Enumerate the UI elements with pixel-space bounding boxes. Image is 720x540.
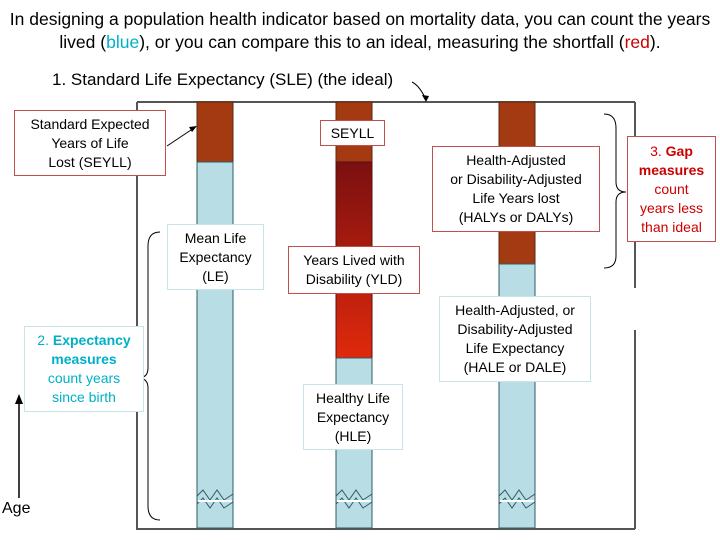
hale-box: Health-Adjusted, or Disability-Adjusted … bbox=[439, 296, 591, 382]
yld-line-2: Disability (YLD) bbox=[305, 271, 403, 287]
hale-line-3: Life Expectancy bbox=[465, 340, 565, 356]
expectancy-line-2: since birth bbox=[52, 389, 116, 405]
gap-number: 3. bbox=[650, 142, 666, 159]
hle-line-1: Healthy Life bbox=[316, 389, 390, 406]
seyll-short-box: SEYLL bbox=[320, 120, 385, 146]
halys-label-box: Health-Adjusted or Disability-Adjusted L… bbox=[432, 146, 600, 232]
gap-brace bbox=[603, 113, 627, 269]
intro-red-word: red bbox=[624, 32, 650, 52]
yld-line-1: Years Lived with bbox=[303, 252, 405, 268]
intro-part-1: In designing a population health indicat… bbox=[9, 9, 711, 52]
mean-le-line-3: (LE) bbox=[202, 267, 229, 284]
seyll-label-box: Standard Expected Years of Life Lost (SE… bbox=[14, 110, 166, 176]
hale-line-4: (HALE or DALE) bbox=[463, 359, 567, 375]
bar-hle bbox=[335, 101, 373, 529]
seyll-line-2: Years of Life bbox=[51, 134, 129, 151]
hle-line-3: (HLE) bbox=[334, 427, 372, 444]
seyll-short-label: SEYLL bbox=[330, 124, 375, 141]
mean-le-line-1: Mean Life bbox=[184, 229, 247, 246]
hle-box: Healthy Life Expectancy (HLE) bbox=[303, 384, 403, 450]
age-axis-label: Age bbox=[2, 500, 31, 517]
mean-le-box: Mean Life Expectancy (LE) bbox=[167, 224, 264, 290]
halys-line-4: (HALYs or DALYs) bbox=[458, 209, 574, 225]
gap-line-2: years less bbox=[639, 199, 704, 216]
hale-line-2: Disability-Adjusted bbox=[457, 321, 573, 337]
heading-pointer-arrow bbox=[411, 81, 429, 102]
seyll-line-3: Lost (SEYLL) bbox=[48, 153, 132, 170]
mean-le-line-2: Expectancy bbox=[179, 248, 252, 265]
hale-line-1: Health-Adjusted, or bbox=[455, 302, 575, 318]
intro-text: In designing a population health indicat… bbox=[8, 8, 712, 54]
expectancy-measures-box: 2. Expectancy measures count years since… bbox=[24, 326, 144, 412]
expectancy-line-1: count years bbox=[47, 370, 121, 386]
gap-title: Gap measures bbox=[638, 142, 705, 178]
intro-blue-word: blue bbox=[106, 32, 140, 52]
age-axis-arrow bbox=[15, 394, 23, 498]
intro-part-2: ), or you can compare this to an ideal, … bbox=[139, 32, 625, 52]
expectancy-title: Expectancy measures bbox=[51, 332, 131, 367]
bar-le bbox=[196, 101, 234, 529]
expectancy-number: 2. bbox=[37, 332, 53, 348]
yld-box: Years Lived with Disability (YLD) bbox=[288, 246, 420, 294]
halys-line-1: Health-Adjusted bbox=[466, 152, 566, 168]
halys-line-2: or Disability-Adjusted bbox=[450, 171, 582, 187]
halys-line-3: Life Years lost bbox=[472, 190, 560, 206]
intro-part-3: ). bbox=[649, 32, 661, 52]
hle-line-2: Expectancy bbox=[316, 408, 390, 425]
gap-line-3: than ideal bbox=[641, 218, 702, 235]
seyll-line-1: Standard Expected bbox=[30, 115, 150, 132]
gap-measures-box: 3. Gap measures count years less than id… bbox=[627, 136, 716, 242]
sle-heading: 1. Standard Life Expectancy (SLE) (the i… bbox=[52, 70, 394, 89]
seyll-pointer-arrow bbox=[166, 126, 197, 147]
gap-line-1: count bbox=[654, 180, 689, 197]
